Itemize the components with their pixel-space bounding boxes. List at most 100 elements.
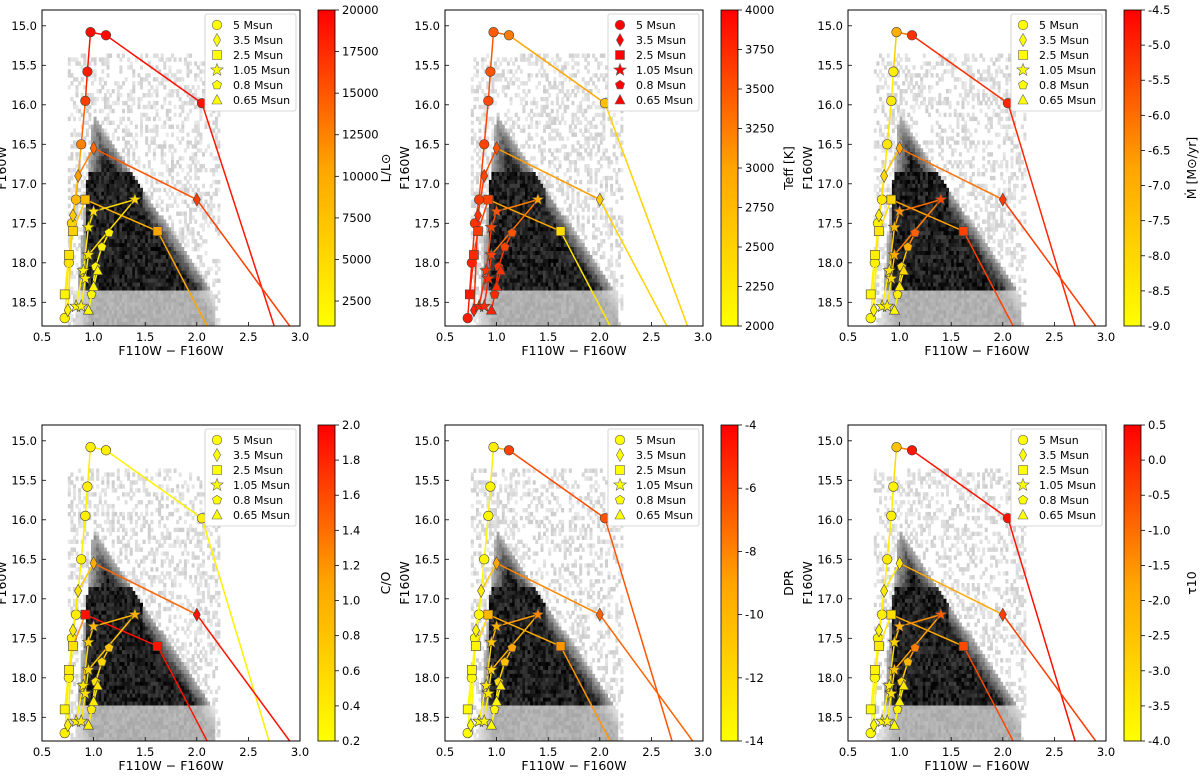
data-point	[887, 662, 902, 676]
data-point	[886, 95, 897, 106]
data-point	[933, 192, 948, 206]
legend-marker	[1018, 494, 1028, 505]
data-point	[104, 227, 114, 237]
data-point	[96, 656, 107, 667]
data-point	[152, 641, 163, 652]
data-point	[86, 204, 101, 218]
track-segment	[1007, 518, 1076, 741]
y-tick-label: 16.0	[11, 513, 37, 527]
track-segment	[878, 614, 893, 647]
track-segment	[489, 447, 495, 487]
data-point	[483, 609, 494, 620]
plot-area	[865, 442, 1097, 741]
data-point	[483, 194, 494, 205]
data-point	[81, 219, 96, 234]
data-point	[481, 271, 496, 285]
legend-label: 2.5 Msun	[636, 49, 686, 62]
colorbar-tick-label: -3.0	[1148, 664, 1170, 678]
data-point	[491, 695, 503, 706]
colorbar-tick-label: -4.0	[1148, 734, 1170, 748]
track-segment	[82, 642, 90, 686]
track-segment	[899, 147, 1004, 201]
y-tick-label: 15.5	[414, 58, 440, 72]
data-point	[85, 27, 96, 38]
data-point	[894, 695, 906, 706]
track-segment	[485, 642, 493, 686]
y-tick-label: 15.5	[414, 473, 440, 487]
data-point	[483, 95, 494, 106]
data-point	[82, 481, 93, 492]
track-segment	[483, 100, 490, 145]
legend-label: 3.5 Msun	[636, 34, 686, 47]
legend-marker	[615, 79, 625, 90]
y-tick-label: 18.0	[414, 256, 440, 270]
axes-frame	[847, 424, 1107, 742]
colorbar-tick-label: 0.5	[1148, 418, 1166, 432]
colorbar-tick-label: 17500	[342, 45, 379, 59]
legend-marker	[615, 50, 625, 60]
x-tick-label: 0.5	[436, 330, 454, 344]
x-tick-label: 1.5	[539, 745, 557, 759]
track-segment	[86, 32, 92, 72]
colorbar-tick-label: 2000	[745, 319, 774, 333]
data-point	[92, 679, 104, 691]
data-point	[870, 250, 880, 260]
track-segment	[105, 449, 203, 519]
x-tick-label: 2.5	[642, 330, 660, 344]
y-tick-label: 17.5	[11, 216, 37, 230]
legend-marker	[1018, 50, 1028, 60]
track-0-8-msun	[489, 227, 517, 299]
colorbar-tick-label: -1.0	[1148, 523, 1170, 537]
track-segment	[883, 147, 901, 177]
data-point	[89, 141, 98, 156]
y-tick-label: 15.0	[11, 434, 37, 448]
data-point	[880, 298, 895, 313]
data-point	[477, 298, 492, 313]
colorbar-tick-label: 2750	[745, 201, 774, 215]
colorbar-tick-label: -12	[745, 671, 764, 685]
data-point	[466, 718, 475, 733]
legend: 5 Msun 3.5 Msun 2.5 Msun 1.05 Msun 0.8 Msun 0…	[607, 428, 700, 527]
track-segment	[80, 515, 87, 560]
data-point	[880, 168, 889, 184]
data-point	[489, 204, 504, 218]
x-tick-label: 1.0	[487, 330, 505, 344]
y-tick-label: 17.0	[11, 592, 37, 606]
x-axis-label: F110W − F160W	[521, 758, 626, 773]
y-tick-label: 15.0	[11, 19, 37, 33]
data-point	[869, 718, 878, 733]
legend: 5 Msun 3.5 Msun 2.5 Msun 1.05 Msun 0.8 Msun 0…	[204, 13, 297, 112]
track-segment	[72, 614, 87, 647]
y-tick-label: 16.5	[414, 552, 440, 566]
y-axis-label: F160W	[800, 146, 815, 189]
colorbar-tick-label: 0.8	[342, 629, 360, 643]
data-point	[998, 192, 1007, 207]
data-point	[85, 442, 96, 453]
colorbar-tick-label: 1.2	[342, 558, 360, 572]
legend-marker	[1019, 447, 1027, 463]
data-point	[89, 556, 98, 571]
data-point	[555, 641, 566, 652]
legend-label: 5 Msun	[233, 434, 273, 447]
colorbar-tick-label: -9.0	[1148, 319, 1170, 333]
colorbar-tick-label: 2250	[745, 280, 774, 294]
track-segment	[475, 614, 490, 647]
track-segment	[480, 562, 498, 592]
data-point	[76, 678, 91, 692]
track-segment	[604, 102, 689, 326]
legend: 5 Msun 3.5 Msun 2.5 Msun 1.05 Msun 0.8 Msun 0…	[607, 13, 700, 112]
track-segment	[478, 144, 485, 200]
legend-label: 1.05 Msun	[636, 64, 693, 77]
legend-marker	[615, 465, 625, 475]
y-tick-label: 18.0	[817, 256, 843, 270]
track-segment	[105, 34, 203, 104]
x-tick-label: 3.0	[694, 745, 712, 759]
y-tick-label: 18.0	[11, 256, 37, 270]
data-point	[76, 554, 87, 565]
data-point	[481, 686, 496, 700]
data-point	[595, 607, 604, 622]
track-segment	[483, 515, 490, 560]
data-point	[81, 247, 96, 261]
y-axis-label: F160W	[0, 146, 9, 189]
